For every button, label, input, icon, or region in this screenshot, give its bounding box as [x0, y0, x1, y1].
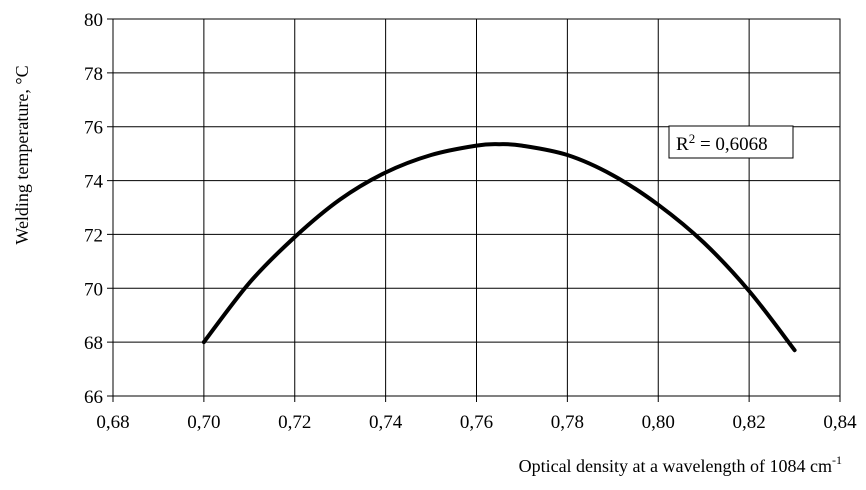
r2-annotation-text: R2 = 0,6068 — [676, 131, 768, 155]
x-tick-label: 0,72 — [278, 412, 311, 433]
y-axis-label: Welding temperature, °C — [12, 65, 32, 244]
y-tick-label: 74 — [84, 172, 104, 193]
y-axis-label-main: Welding temperature, — [12, 85, 32, 245]
plot-area — [112, 18, 841, 397]
x-tick-label: 0,68 — [96, 412, 129, 433]
r2-rest: = 0,6068 — [695, 134, 767, 155]
x-tick-label: 0,80 — [642, 412, 675, 433]
r2-superscript: 2 — [689, 131, 696, 146]
x-tick-labels: 0,68 0,70 0,72 0,74 0,76 0,78 0,80 0,82 0,84 — [96, 412, 857, 433]
x-tick-label: 0,84 — [823, 412, 857, 433]
y-tick-label: 76 — [84, 118, 103, 139]
series-line — [201, 142, 797, 353]
x-axis-label-main: Optical density at a wavelength of 1084 … — [519, 456, 832, 476]
y-tick-label: 66 — [84, 387, 103, 408]
x-tick-label: 0,70 — [187, 412, 220, 433]
y-tick-label: 68 — [84, 333, 103, 354]
x-tick-label: 0,76 — [460, 412, 493, 433]
x-tick-label: 0,82 — [733, 412, 766, 433]
y-axis-label-unit: °C — [12, 65, 32, 84]
x-axis-label: Optical density at a wavelength of 1084 … — [519, 453, 842, 476]
y-tick-label: 80 — [84, 10, 103, 31]
y-tick-label: 70 — [84, 279, 103, 300]
grid — [107, 18, 841, 402]
x-tick-label: 0,78 — [551, 412, 584, 433]
y-tick-label: 72 — [84, 225, 103, 246]
r2-annotation-box — [668, 125, 794, 159]
x-axis-label-superscript: -1 — [832, 453, 842, 467]
r2-base: R — [676, 134, 689, 155]
x-tick-label: 0,74 — [369, 412, 403, 433]
y-tick-label: 78 — [84, 64, 103, 85]
r2-annotation: R2 = 0,6068 — [668, 125, 794, 159]
y-tick-labels: 66 68 70 72 74 76 78 80 — [84, 10, 104, 408]
